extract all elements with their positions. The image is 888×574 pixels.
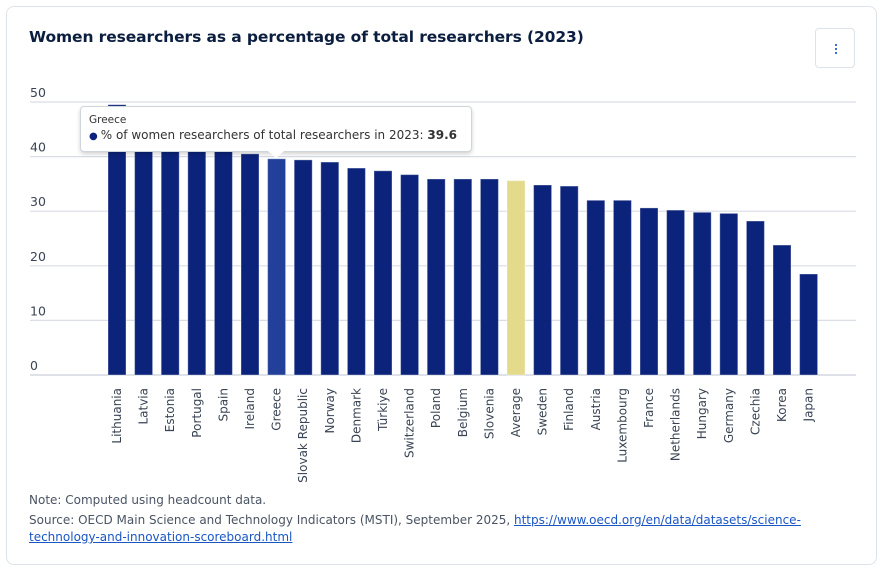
bar-slovak-republic[interactable] xyxy=(293,159,313,376)
bar-ireland[interactable] xyxy=(240,153,260,376)
x-tick-label: Finland xyxy=(562,388,576,431)
bar-belgium[interactable] xyxy=(453,178,473,376)
source-text: Source: OECD Main Science and Technology… xyxy=(29,513,514,527)
x-tick-label: Estonia xyxy=(163,388,177,432)
bar-japan[interactable] xyxy=(799,273,819,376)
x-tick-label: Czechia xyxy=(748,388,762,435)
y-tick-label: 20 xyxy=(30,249,46,264)
chart-tooltip: Greece ●% of women researchers of total … xyxy=(80,106,472,152)
chart-note: Note: Computed using headcount data. xyxy=(29,493,267,507)
x-tick-label: Slovenia xyxy=(482,388,496,439)
y-tick-label: 10 xyxy=(30,303,46,318)
bar-average[interactable] xyxy=(506,180,526,376)
y-tick-label: 30 xyxy=(30,194,46,209)
bar-lithuania[interactable] xyxy=(107,104,127,376)
x-tick-label: Sweden xyxy=(536,388,550,435)
x-tick-label: Spain xyxy=(216,388,230,422)
y-axis-ticks: 0 10 20 30 40 50 xyxy=(30,85,46,373)
more-vertical-icon xyxy=(835,44,837,54)
bar-switzerland[interactable] xyxy=(400,174,420,376)
tooltip-value: 39.6 xyxy=(427,128,457,142)
x-tick-label: Ireland xyxy=(243,388,257,430)
bar-luxembourg[interactable] xyxy=(612,199,632,376)
x-tick-label: Türkiye xyxy=(376,388,390,432)
chart-source: Source: OECD Main Science and Technology… xyxy=(29,512,859,546)
bar-spain[interactable] xyxy=(213,146,233,376)
x-tick-label: Lithuania xyxy=(110,388,124,444)
x-tick-label: Hungary xyxy=(695,388,709,439)
x-tick-label: Norway xyxy=(323,388,337,434)
bar-sweden[interactable] xyxy=(533,184,553,376)
x-tick-label: Greece xyxy=(270,388,284,431)
series-dot-icon: ● xyxy=(89,131,98,142)
x-tick-label: Portugal xyxy=(190,388,204,438)
y-tick-label: 0 xyxy=(30,358,38,373)
bar-finland[interactable] xyxy=(559,185,579,376)
x-tick-label: Latvia xyxy=(137,388,151,425)
bar-germany[interactable] xyxy=(719,212,739,376)
x-tick-label: Switzerland xyxy=(403,388,417,458)
x-tick-label: Netherlands xyxy=(669,388,683,461)
bar-austria[interactable] xyxy=(586,199,606,376)
y-tick-label: 40 xyxy=(30,140,46,155)
bar-czechia[interactable] xyxy=(745,220,765,376)
bar-norway[interactable] xyxy=(320,161,340,376)
bar-t-rkiye[interactable] xyxy=(373,170,393,376)
x-tick-label: Japan xyxy=(802,388,816,422)
x-tick-label: Korea xyxy=(775,388,789,422)
bar-estonia[interactable] xyxy=(160,128,180,376)
x-tick-label: Luxembourg xyxy=(615,388,629,463)
tooltip-country: Greece xyxy=(89,114,127,126)
source-link[interactable]: https://www.oecd.org/en/data/datasets/sc… xyxy=(29,513,801,544)
x-tick-label: France xyxy=(642,388,656,428)
tooltip-arrow xyxy=(268,151,284,158)
x-tick-label: Slovak Republic xyxy=(296,388,310,483)
y-tick-label: 50 xyxy=(30,85,46,100)
x-tick-label: Germany xyxy=(722,388,736,443)
tooltip-row: ●% of women researchers of total researc… xyxy=(89,127,463,145)
x-tick-label: Average xyxy=(509,388,523,437)
bar-slovenia[interactable] xyxy=(479,178,499,376)
chart-menu-button[interactable] xyxy=(815,28,855,68)
bar-hungary[interactable] xyxy=(692,211,712,376)
bar-denmark[interactable] xyxy=(346,167,366,376)
bar-poland[interactable] xyxy=(426,178,446,376)
x-axis-labels: Lithuania Latvia Estonia Portugal Spain Irela… xyxy=(110,388,816,483)
x-tick-label: Denmark xyxy=(349,388,363,443)
bar-netherlands[interactable] xyxy=(666,209,686,376)
bar-korea[interactable] xyxy=(772,244,792,376)
bar-portugal[interactable] xyxy=(187,132,207,376)
x-tick-label: Belgium xyxy=(456,388,470,437)
x-tick-label: Austria xyxy=(589,388,603,430)
bar-france[interactable] xyxy=(639,207,659,376)
tooltip-series-label: % of women researchers of total research… xyxy=(100,128,424,142)
bar-greece[interactable] xyxy=(267,158,287,376)
x-tick-label: Poland xyxy=(429,388,443,428)
chart-title: Women researchers as a percentage of tot… xyxy=(29,28,584,46)
